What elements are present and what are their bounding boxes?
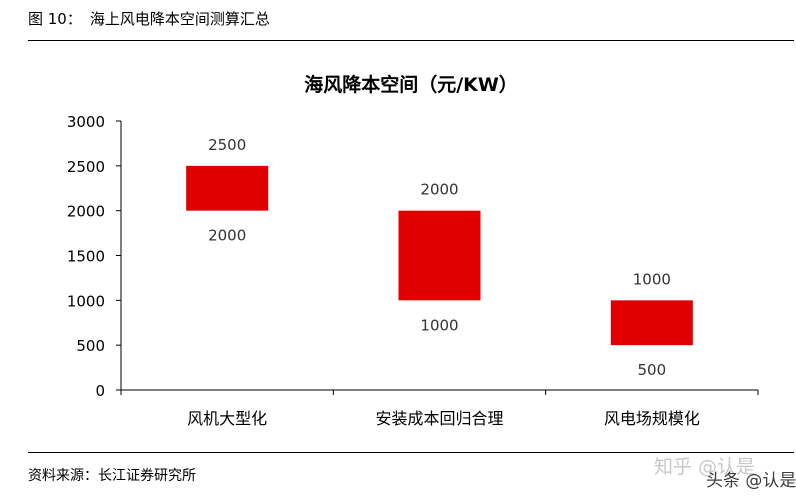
y-tick-label: 500 bbox=[76, 337, 105, 355]
bar-high-label: 2500 bbox=[208, 136, 246, 154]
category-label: 风机大型化 bbox=[187, 409, 267, 428]
y-tick-label: 1500 bbox=[67, 248, 105, 266]
figure-title: 海上风电降本空间测算汇总 bbox=[89, 10, 270, 28]
source-note: 资料来源：长江证券研究所 bbox=[28, 468, 196, 484]
y-tick-label: 3000 bbox=[67, 113, 105, 131]
bar-high-label: 1000 bbox=[633, 270, 671, 288]
bar-low-label: 1000 bbox=[420, 316, 458, 334]
y-tick-label: 0 bbox=[95, 382, 105, 400]
range-bar bbox=[186, 165, 269, 211]
chart-title: 海风降本空间（元/KW） bbox=[304, 74, 518, 96]
y-tick-label: 2500 bbox=[67, 158, 105, 176]
bar-low-label: 500 bbox=[638, 361, 667, 379]
y-tick-label: 2000 bbox=[67, 203, 105, 221]
range-bar bbox=[398, 210, 481, 301]
category-label: 安装成本回归合理 bbox=[375, 409, 503, 428]
figure-label: 图 10： bbox=[28, 10, 82, 28]
top-rule bbox=[28, 40, 794, 41]
range-bar bbox=[610, 300, 693, 346]
toutiao-credit: 头条 @认是 bbox=[706, 471, 796, 491]
y-tick-label: 1000 bbox=[67, 292, 105, 310]
figure-caption: 图 10： 海上风电降本空间测算汇总 bbox=[28, 8, 270, 29]
bar-high-label: 2000 bbox=[420, 181, 458, 199]
zhihu-watermark: 知乎 @认是 bbox=[654, 456, 756, 478]
bar-low-label: 2000 bbox=[208, 227, 246, 245]
category-label: 风电场规模化 bbox=[604, 409, 700, 428]
bottom-rule bbox=[28, 452, 794, 453]
